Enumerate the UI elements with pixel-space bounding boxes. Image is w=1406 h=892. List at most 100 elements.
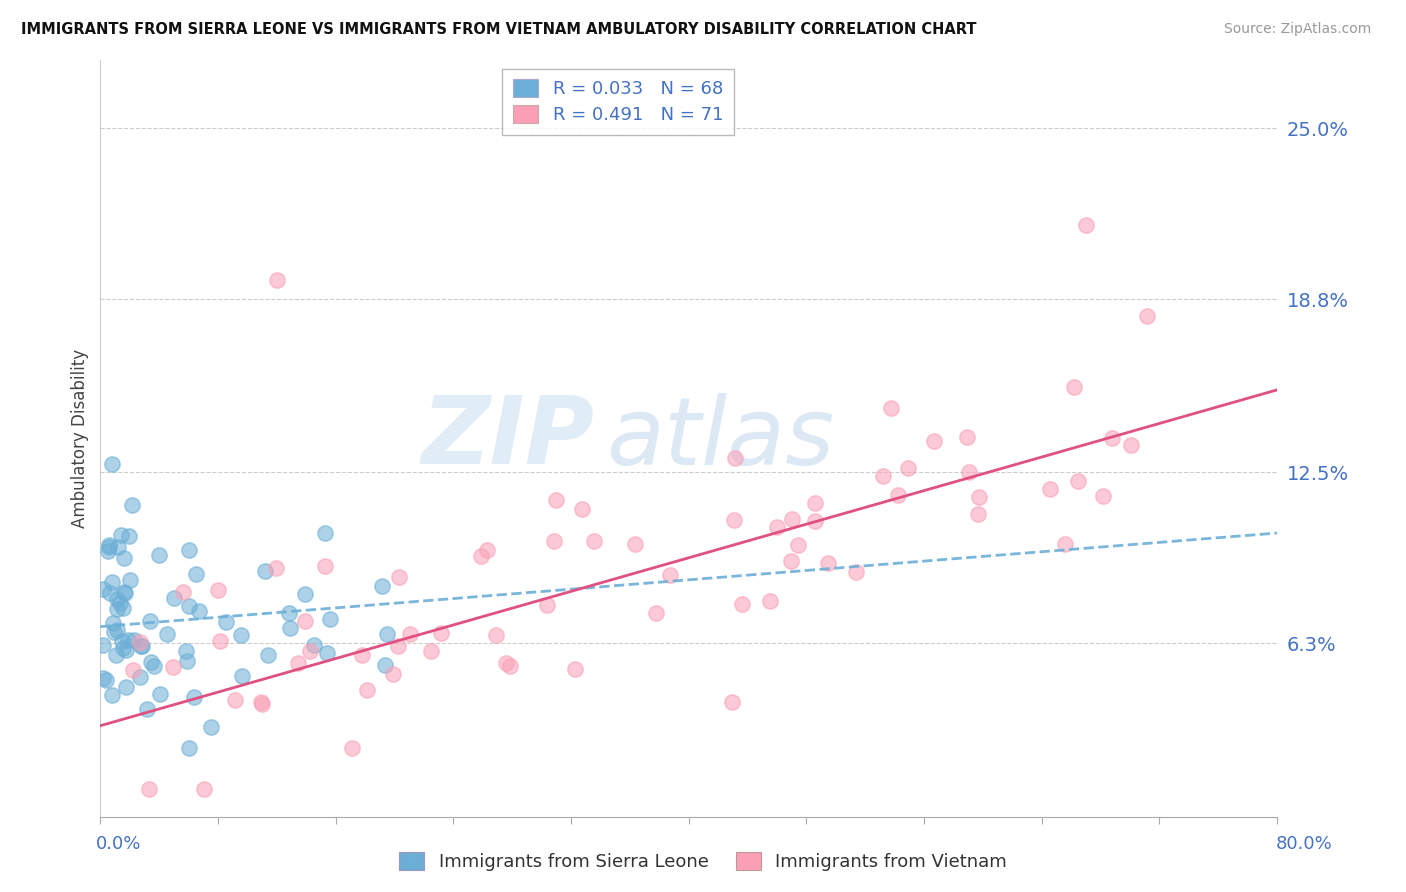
Point: [399, 626, 422, 640]
Point: [723, 513, 745, 527]
Point: [177, 740, 200, 755]
Point: [374, 658, 396, 673]
Point: [94, 673, 117, 688]
Point: [872, 469, 894, 483]
Point: [787, 538, 810, 552]
Point: [314, 526, 336, 541]
Point: [1054, 537, 1077, 551]
Point: [108, 596, 131, 610]
Point: [278, 621, 301, 635]
Point: [475, 542, 498, 557]
Point: [731, 598, 754, 612]
Point: [111, 634, 134, 648]
Point: [375, 626, 398, 640]
Text: IMMIGRANTS FROM SIERRA LEONE VS IMMIGRANTS FROM VIETNAM AMBULATORY DISABILITY CO: IMMIGRANTS FROM SIERRA LEONE VS IMMIGRAN…: [21, 22, 977, 37]
Point: [101, 688, 124, 702]
Point: [967, 491, 990, 505]
Point: [200, 720, 222, 734]
Point: [1136, 309, 1159, 323]
Point: [316, 646, 339, 660]
Point: [156, 626, 179, 640]
Point: [224, 693, 246, 707]
Point: [371, 579, 394, 593]
Point: [302, 638, 325, 652]
Point: [118, 529, 141, 543]
Legend: Immigrants from Sierra Leone, Immigrants from Vietnam: Immigrants from Sierra Leone, Immigrants…: [392, 846, 1014, 879]
Point: [91, 671, 114, 685]
Point: [294, 615, 316, 629]
Point: [229, 628, 252, 642]
Point: [107, 540, 129, 554]
Point: [177, 599, 200, 614]
Point: [97, 544, 120, 558]
Point: [136, 702, 159, 716]
Point: [319, 612, 342, 626]
Point: [128, 670, 150, 684]
Point: [485, 628, 508, 642]
Point: [420, 644, 443, 658]
Point: [956, 430, 979, 444]
Point: [148, 548, 170, 562]
Point: [1038, 483, 1060, 497]
Point: [172, 584, 194, 599]
Point: [111, 600, 134, 615]
Y-axis label: Ambulatory Disability: Ambulatory Disability: [72, 349, 89, 528]
Point: [758, 593, 780, 607]
Point: [644, 606, 666, 620]
Point: [139, 614, 162, 628]
Point: [141, 655, 163, 669]
Point: [1101, 431, 1123, 445]
Point: [624, 537, 647, 551]
Point: [110, 528, 132, 542]
Point: [536, 598, 558, 612]
Point: [388, 570, 411, 584]
Point: [430, 626, 453, 640]
Point: [176, 654, 198, 668]
Point: [766, 520, 789, 534]
Point: [209, 634, 232, 648]
Point: [118, 573, 141, 587]
Point: [193, 782, 215, 797]
Point: [922, 434, 945, 448]
Point: [264, 560, 287, 574]
Point: [382, 667, 405, 681]
Point: [112, 551, 135, 566]
Point: [231, 669, 253, 683]
Point: [880, 401, 903, 416]
Point: [149, 687, 172, 701]
Point: [897, 461, 920, 475]
Point: [177, 543, 200, 558]
Point: [103, 625, 125, 640]
Point: [98, 540, 121, 554]
Point: [91, 582, 114, 596]
Point: [266, 273, 288, 287]
Text: Source: ZipAtlas.com: Source: ZipAtlas.com: [1223, 22, 1371, 37]
Point: [1063, 380, 1085, 394]
Point: [143, 659, 166, 673]
Point: [105, 648, 128, 663]
Point: [966, 507, 988, 521]
Point: [887, 488, 910, 502]
Point: [128, 635, 150, 649]
Point: [91, 638, 114, 652]
Point: [387, 640, 409, 654]
Point: [98, 586, 121, 600]
Text: 80.0%: 80.0%: [1277, 835, 1333, 853]
Point: [257, 648, 280, 662]
Point: [845, 565, 868, 579]
Point: [215, 615, 238, 630]
Point: [138, 782, 160, 797]
Point: [804, 496, 827, 510]
Point: [495, 656, 517, 670]
Point: [105, 623, 128, 637]
Point: [546, 493, 568, 508]
Point: [250, 697, 273, 711]
Point: [162, 659, 184, 673]
Point: [543, 533, 565, 548]
Point: [183, 690, 205, 705]
Point: [780, 553, 803, 567]
Point: [187, 604, 209, 618]
Point: [352, 648, 374, 662]
Text: ZIP: ZIP: [422, 392, 595, 484]
Legend: R = 0.033   N = 68, R = 0.491   N = 71: R = 0.033 N = 68, R = 0.491 N = 71: [502, 69, 734, 135]
